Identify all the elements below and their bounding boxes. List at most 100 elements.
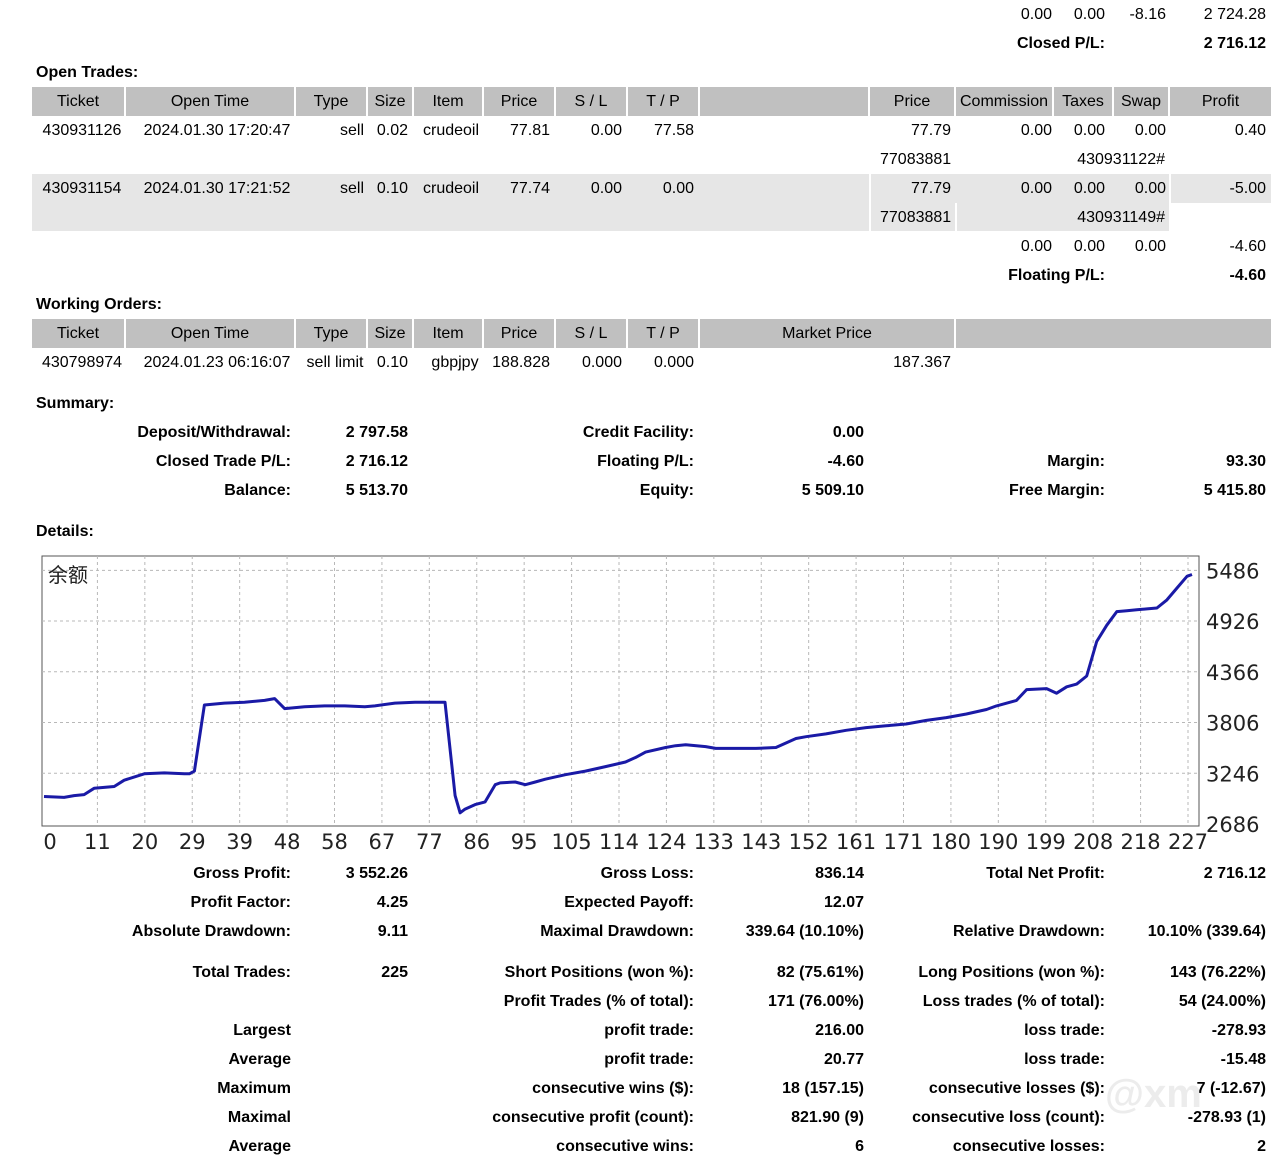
stat-value: -15.48 [1220, 1051, 1266, 1068]
cell-swap: 0.00 [1134, 122, 1166, 139]
cell-type: sell limit [306, 354, 364, 371]
stat-label: loss trade: [1024, 1051, 1105, 1068]
cell-ticket: 430931126 [42, 122, 122, 139]
x-tick-label: 67 [369, 830, 396, 854]
cell-price2: 77.79 [910, 180, 951, 197]
equity-label: Equity: [639, 482, 694, 499]
stat-value: 18 (157.15) [782, 1080, 864, 1097]
y-tick-label: 4366 [1206, 661, 1259, 685]
col-tp: T / P [628, 319, 700, 348]
stat-label: Long Positions (won %): [918, 964, 1105, 981]
stat-value: 821.90 (9) [791, 1109, 864, 1126]
row-shade [957, 203, 1169, 231]
cell-sl: 0.000 [581, 354, 622, 371]
cell-open-time: 2024.01.30 17:20:47 [143, 122, 291, 139]
cell-taxes: 0.00 [1073, 122, 1105, 139]
floating-pl-value: -4.60 [1229, 267, 1266, 284]
chart-title: 余额 [48, 563, 88, 587]
col-ticket: Ticket [32, 319, 126, 348]
floating-value: -4.60 [827, 453, 864, 470]
col-commission: Commission [956, 87, 1054, 116]
stat-label: Total Trades: [192, 964, 291, 981]
cell-item: crudeoil [423, 122, 480, 139]
cell-sl: 0.00 [590, 122, 622, 139]
stat-value: 82 (75.61%) [776, 964, 864, 981]
closed-trade-value: 2 716.12 [345, 453, 408, 470]
floating-label: Floating P/L: [597, 453, 694, 470]
cell-profit: 0.40 [1234, 122, 1266, 139]
stat-label: Average [228, 1138, 291, 1155]
x-tick-label: 218 [1121, 830, 1161, 854]
stat-value: 54 (24.00%) [1178, 993, 1266, 1010]
y-tick-label: 2686 [1206, 813, 1259, 837]
x-tick-label: 11 [84, 830, 111, 854]
stat-label: consecutive wins ($): [532, 1080, 694, 1097]
x-tick-label: 58 [321, 830, 348, 854]
stat-label: Maximal Drawdown: [540, 923, 694, 940]
x-tick-label: 199 [1026, 830, 1066, 854]
y-axis-ticks: 5486 4926 4366 3806 3246 2686 [1206, 559, 1259, 837]
cell-taxes: 0.00 [1073, 180, 1105, 197]
stat-value: 9.11 [377, 923, 408, 940]
cell-item: crudeoil [423, 180, 480, 197]
cell-ticket: 430931154 [42, 180, 122, 197]
col-price2: Price [870, 87, 956, 116]
stat-label: consecutive losses: [952, 1138, 1105, 1155]
col-market-price: Market Price [700, 319, 956, 348]
free-margin-label: Free Margin: [1008, 482, 1105, 499]
stat-value: 12.07 [823, 894, 864, 911]
stat-label: Short Positions (won %): [504, 964, 694, 981]
col-tp: T / P [628, 87, 700, 116]
floating-pl-label: Floating P/L: [1008, 267, 1105, 284]
margin-value: 93.30 [1225, 453, 1266, 470]
x-tick-label: 95 [511, 830, 538, 854]
x-tick-label: 86 [463, 830, 490, 854]
summary-title: Summary: [36, 395, 115, 412]
stat-label: consecutive losses ($): [928, 1080, 1105, 1097]
col-sl: S / L [556, 87, 628, 116]
margin-label: Margin: [1047, 453, 1105, 470]
top-profit-total: 2 724.28 [1203, 6, 1266, 23]
watermark: @xm [1105, 1072, 1202, 1116]
x-tick-label: 29 [179, 830, 206, 854]
col-type: Type [296, 87, 368, 116]
credit-value: 0.00 [832, 424, 864, 441]
cell-sub-ref: 430931122# [1077, 151, 1165, 168]
col-open-time: Open Time [126, 319, 296, 348]
stat-label: consecutive loss (count): [912, 1109, 1105, 1126]
cell-price: 77.74 [509, 180, 550, 197]
details-title: Details: [36, 523, 94, 540]
cell-price2: 77.79 [910, 122, 951, 139]
stat-label: consecutive profit (count): [492, 1109, 694, 1126]
deposit-value: 2 797.58 [345, 424, 408, 441]
cell-tp: 77.58 [653, 122, 694, 139]
stat-value: 2 [1257, 1138, 1266, 1155]
col-item: Item [414, 319, 484, 348]
open-taxes-total: 0.00 [1073, 238, 1105, 255]
stat-label: Maximum [217, 1080, 291, 1097]
y-tick-label: 5486 [1206, 559, 1259, 583]
credit-label: Credit Facility: [582, 424, 694, 441]
cell-sub-ref: 430931149# [1077, 209, 1165, 226]
cell-type: sell [339, 122, 364, 139]
deposit-label: Deposit/Withdrawal: [137, 424, 291, 441]
cell-open-time: 2024.01.30 17:21:52 [143, 180, 291, 197]
col-swap: Swap [1114, 87, 1170, 116]
stat-label: Expected Payoff: [564, 894, 694, 911]
top-swap-total: -8.16 [1129, 6, 1166, 23]
stat-label: Absolute Drawdown: [131, 923, 291, 940]
open-commission-total: 0.00 [1020, 238, 1052, 255]
working-orders-header: Ticket Open Time Type Size Item Price S … [32, 319, 1271, 348]
cell-ticket: 430798974 [41, 354, 123, 371]
stat-label: Largest [233, 1022, 291, 1039]
cell-sub-id: 77083881 [880, 151, 952, 168]
col-profit: Profit [1201, 93, 1240, 110]
x-tick-label: 227 [1168, 830, 1208, 854]
stat-value: 225 [381, 964, 408, 981]
col-sl: S / L [556, 319, 628, 348]
x-tick-label: 77 [416, 830, 443, 854]
row-shade [871, 174, 1169, 203]
top-commission-total: 0.00 [1020, 6, 1052, 23]
col-taxes: Taxes [1054, 87, 1114, 116]
stat-label: Loss trades (% of total): [922, 993, 1105, 1010]
